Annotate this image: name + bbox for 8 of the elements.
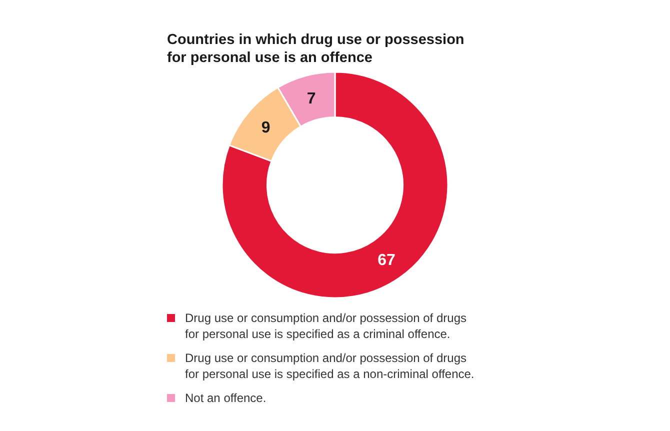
data-label: 9 xyxy=(261,119,270,136)
donut-slice xyxy=(221,71,449,299)
legend-label: Drug use or consumption and/or possession of drugs for personal use is specified as a non-criminal offence. xyxy=(185,351,474,381)
chart-title: Countries in which drug use or possession for personal use is an offence xyxy=(167,32,464,66)
legend-label: Not an offence. xyxy=(185,391,266,405)
data-label: 67 xyxy=(378,252,396,269)
legend-label: Drug use or consumption and/or possession of drugs for personal use is specified as a criminal offence. xyxy=(185,311,466,341)
data-label: 7 xyxy=(306,90,316,108)
